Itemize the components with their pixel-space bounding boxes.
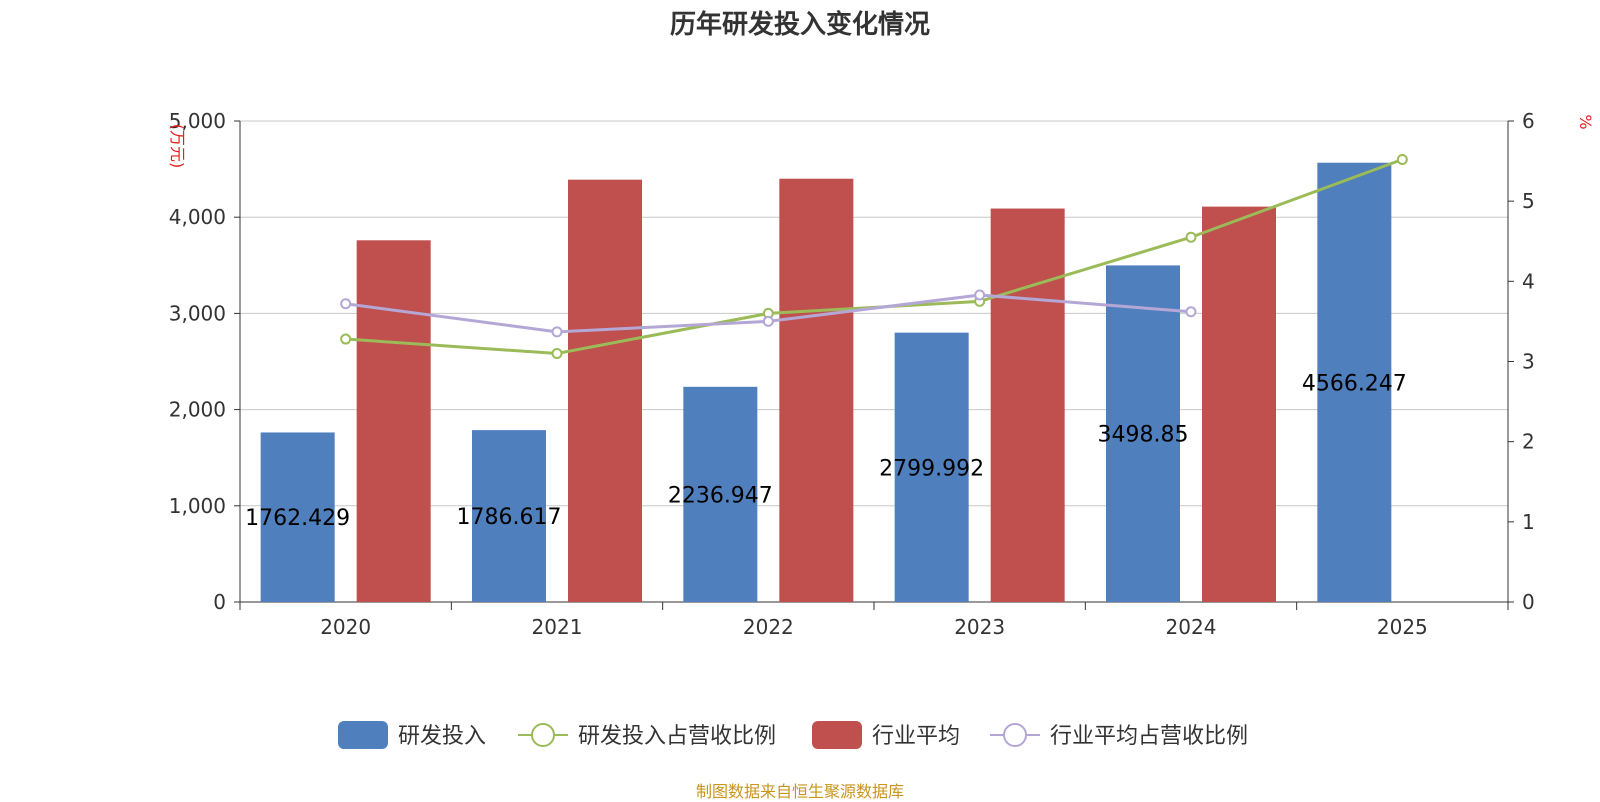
y-right-unit: %: [1576, 114, 1595, 129]
chart-title: 历年研发投入变化情况: [669, 10, 930, 40]
y-right-tick-label: 4: [1522, 269, 1535, 293]
legend-label: 研发投入: [398, 724, 486, 749]
bar-rd-investment: [894, 332, 969, 602]
legend-swatch: [338, 721, 388, 749]
bar-rd-investment: [260, 432, 335, 602]
x-tick-label: 2024: [1166, 615, 1217, 639]
y-right-tick-label: 5: [1522, 189, 1535, 213]
y-right-tick-label: 1: [1522, 510, 1535, 534]
y-left-tick-label: 5,000: [169, 109, 226, 133]
y-right-tick-label: 6: [1522, 109, 1535, 133]
bar-rd-investment: [1317, 162, 1392, 602]
line-point: [1185, 306, 1197, 318]
bar-industry-average: [356, 240, 431, 602]
bar-rd-investment: [472, 430, 546, 602]
y-left-tick-label: 1,000: [169, 494, 226, 518]
y-left-unit: (万元): [168, 124, 187, 169]
line-point: [974, 289, 986, 301]
x-tick-label: 2025: [1377, 615, 1428, 639]
bar-data-label: 2236.947: [668, 483, 773, 508]
line-point: [1396, 153, 1408, 165]
line-point: [1185, 231, 1197, 243]
legend-label: 研发投入占营收比例: [578, 724, 776, 749]
bar-industry-average: [779, 178, 854, 602]
bar-data-label: 1762.429: [245, 506, 350, 531]
bar-data-label: 2799.992: [879, 456, 984, 481]
x-tick-label: 2022: [743, 615, 794, 639]
bar-data-label: 4566.247: [1302, 371, 1407, 396]
legend-marker: [1003, 723, 1027, 747]
line-point: [551, 326, 563, 338]
y-left-tick-label: 0: [213, 590, 226, 614]
x-tick-label: 2023: [954, 615, 1005, 639]
x-tick-label: 2020: [320, 615, 371, 639]
y-right-tick-label: 2: [1522, 430, 1535, 454]
x-tick-label: 2021: [532, 615, 583, 639]
legend-label: 行业平均: [872, 724, 960, 749]
legend-swatch: [812, 721, 862, 749]
y-left-tick-label: 4,000: [169, 205, 226, 229]
legend-label: 行业平均占营收比例: [1050, 724, 1248, 749]
line-point: [762, 315, 774, 327]
bar-industry-average: [568, 179, 642, 602]
line-point: [340, 333, 352, 345]
y-left-tick-label: 3,000: [169, 301, 226, 325]
line-point: [551, 347, 563, 359]
bar-data-label: 3498.85: [1098, 423, 1189, 448]
bar-rd-investment: [1106, 265, 1180, 602]
legend-marker: [531, 723, 555, 747]
bar-data-label: 1786.617: [457, 505, 562, 530]
source-note: 制图数据来自恒生聚源数据库: [695, 782, 904, 801]
bar-rd-investment: [683, 386, 758, 602]
line-point: [340, 298, 352, 310]
bar-industry-average: [990, 208, 1065, 603]
y-left-tick-label: 2,000: [169, 398, 226, 422]
y-right-tick-label: 3: [1522, 350, 1535, 374]
y-right-tick-label: 0: [1522, 590, 1535, 614]
bar-industry-average: [1202, 206, 1276, 603]
